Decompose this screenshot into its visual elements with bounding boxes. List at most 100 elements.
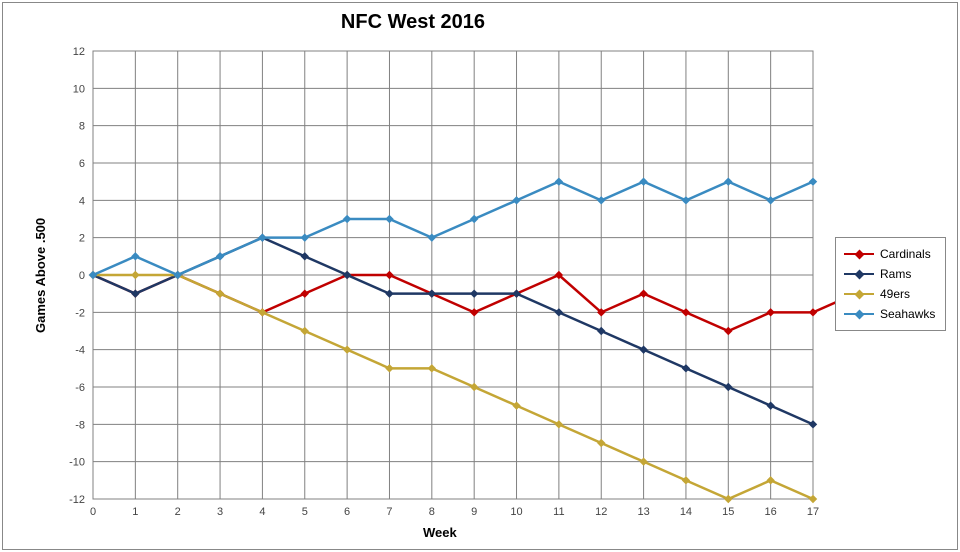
x-tick-label: 13 [637, 506, 649, 518]
y-tick-label: 2 [79, 233, 85, 245]
series-marker [217, 290, 224, 297]
y-tick-label: -6 [75, 382, 85, 394]
x-axis-label: Week [423, 525, 457, 540]
legend-item: 49ers [844, 284, 935, 304]
y-tick-label: 6 [79, 158, 85, 170]
series-marker [132, 253, 139, 260]
legend: Cardinals Rams 49ers Seahawks [835, 237, 946, 331]
series-marker [344, 272, 351, 279]
series-marker [301, 253, 308, 260]
x-tick-label: 7 [386, 506, 392, 518]
series-marker [428, 365, 435, 372]
series-marker [301, 290, 308, 297]
y-tick-label: 10 [73, 83, 85, 95]
legend-label: Rams [880, 267, 911, 281]
legend-swatch [844, 267, 874, 281]
y-tick-label: -12 [69, 494, 85, 506]
x-tick-label: 14 [680, 506, 692, 518]
x-tick-label: 8 [429, 506, 435, 518]
series-marker [386, 216, 393, 223]
legend-item: Seahawks [844, 304, 935, 324]
series-marker [471, 216, 478, 223]
series-marker [344, 216, 351, 223]
series-marker [301, 234, 308, 241]
series-marker [725, 328, 732, 335]
y-axis-label: Games Above .500 [33, 218, 48, 333]
series-marker [598, 197, 605, 204]
series-marker [725, 384, 732, 391]
series-marker [132, 272, 139, 279]
series-marker [174, 272, 181, 279]
x-tick-label: 15 [722, 506, 734, 518]
series-marker [682, 365, 689, 372]
series-marker [810, 496, 817, 503]
series-marker [640, 346, 647, 353]
series-marker [555, 178, 562, 185]
x-tick-label: 6 [344, 506, 350, 518]
series-marker [217, 253, 224, 260]
series-marker [767, 197, 774, 204]
legend-swatch [844, 247, 874, 261]
series-marker [810, 309, 817, 316]
x-tick-label: 10 [510, 506, 522, 518]
legend-label: Cardinals [880, 247, 931, 261]
x-tick-label: 16 [765, 506, 777, 518]
x-tick-label: 17 [807, 506, 819, 518]
series-marker [471, 384, 478, 391]
series-marker [471, 290, 478, 297]
x-tick-label: 9 [471, 506, 477, 518]
x-tick-label: 1 [132, 506, 138, 518]
series-marker [132, 290, 139, 297]
series-marker [725, 496, 732, 503]
x-tick-label: 2 [175, 506, 181, 518]
legend-item: Rams [844, 264, 935, 284]
series-marker [810, 421, 817, 428]
series-marker [682, 197, 689, 204]
y-tick-label: -10 [69, 457, 85, 469]
x-tick-label: 5 [302, 506, 308, 518]
x-tick-label: 4 [259, 506, 265, 518]
legend-swatch [844, 307, 874, 321]
series-marker [598, 440, 605, 447]
chart-frame: NFC West 2016 01234567891011121314151617… [2, 2, 958, 550]
series-marker [682, 477, 689, 484]
chart-title: NFC West 2016 [3, 11, 823, 34]
series-marker [471, 309, 478, 316]
y-tick-label: 0 [79, 270, 85, 282]
legend-swatch [844, 287, 874, 301]
legend-label: 49ers [880, 287, 910, 301]
legend-label: Seahawks [880, 307, 935, 321]
y-tick-label: -4 [75, 345, 85, 357]
series-line [93, 182, 813, 275]
y-tick-label: 8 [79, 121, 85, 133]
series-marker [513, 290, 520, 297]
x-tick-label: 11 [553, 506, 564, 518]
series-marker [428, 290, 435, 297]
series-marker [555, 421, 562, 428]
y-tick-label: -2 [75, 307, 85, 319]
series-marker [386, 365, 393, 372]
series-marker [640, 178, 647, 185]
series-marker [428, 234, 435, 241]
plot-area: 01234567891011121314151617-12-10-8-6-4-2… [43, 41, 843, 549]
x-tick-label: 0 [90, 506, 96, 518]
series-marker [682, 309, 689, 316]
series-marker [259, 309, 266, 316]
series-line [93, 275, 843, 331]
x-tick-label: 3 [217, 506, 223, 518]
series-marker [386, 272, 393, 279]
series-marker [767, 309, 774, 316]
series-marker [90, 272, 97, 279]
series-marker [640, 458, 647, 465]
series-marker [344, 346, 351, 353]
y-tick-label: 4 [79, 195, 85, 207]
series-marker [598, 328, 605, 335]
series-marker [301, 328, 308, 335]
x-tick-label: 12 [595, 506, 607, 518]
series-marker [640, 290, 647, 297]
series-marker [810, 178, 817, 185]
series-marker [767, 477, 774, 484]
series-marker [767, 402, 774, 409]
series-marker [513, 197, 520, 204]
series-marker [725, 178, 732, 185]
